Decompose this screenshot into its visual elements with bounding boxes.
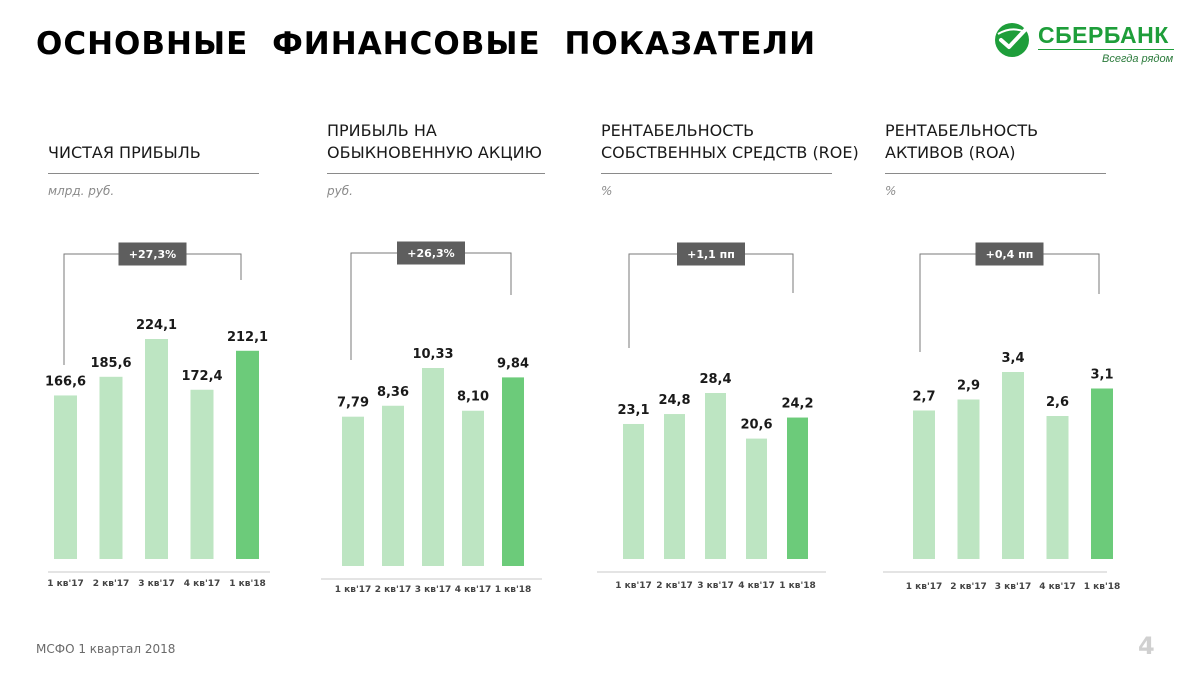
bar-2 — [99, 376, 123, 559]
x-tick-label: 4 кв'17 — [184, 579, 220, 589]
page-number: 4 — [1138, 632, 1155, 660]
bar-4 — [190, 389, 214, 559]
data-label: 8,36 — [377, 385, 409, 400]
x-tick-label: 3 кв'17 — [415, 585, 451, 595]
data-label: 10,33 — [412, 347, 453, 362]
bar-3 — [422, 368, 444, 566]
bar-3 — [705, 393, 726, 559]
x-tick-label: 2 кв'17 — [950, 582, 986, 592]
sberbank-logo-icon — [995, 23, 1029, 57]
x-tick-label: 3 кв'17 — [138, 579, 174, 589]
panel-eps: ПРИБЫЛЬ НА ОБЫКНОВЕННУЮ АКЦИЮ руб. 7,79 1… — [321, 120, 557, 600]
logo-underline — [1038, 49, 1174, 50]
chart-unit: % — [601, 184, 613, 198]
chart-title: РЕНТАБЕЛЬНОСТЬ СОБСТВЕННЫХ СРЕДСТВ (ROE) — [601, 121, 859, 162]
data-label: 2,6 — [1046, 395, 1069, 410]
chart-unit: % — [885, 184, 897, 198]
chart-roa: 2,7 1 кв'17 2,9 2 кв'17 3,4 3 кв'17 2,6 4 кв'17… — [883, 242, 1120, 592]
chart-title: ЧИСТАЯ ПРИБЫЛЬ — [48, 143, 201, 162]
change-badge — [397, 241, 465, 265]
x-tick-label: 3 кв'17 — [697, 581, 733, 591]
data-label: 24,8 — [658, 393, 690, 408]
bar-4 — [1046, 416, 1069, 559]
x-tick-label: 4 кв'17 — [455, 585, 491, 595]
chart-roe: 23,1 1 кв'17 24,8 2 кв'17 28,4 3 кв'17 20,6 4 к… — [597, 242, 826, 591]
data-label: 172,4 — [181, 369, 222, 384]
change-badge — [118, 242, 187, 266]
chart-unit: руб. — [327, 184, 353, 198]
x-tick-label: 1 кв'17 — [335, 585, 371, 595]
data-label: 166,6 — [45, 374, 86, 389]
bar-3 — [1002, 372, 1024, 559]
bar-1 — [342, 416, 364, 566]
x-tick-label: 1 кв'17 — [47, 579, 83, 589]
chart-net-profit: 166,6 1 кв'17 185,6 2 кв'17 224,1 3 кв'17 172,… — [45, 242, 270, 589]
panel-net-profit: ЧИСТАЯ ПРИБЫЛЬ млрд. руб. 166,6 1 кв'17 18… — [45, 120, 270, 600]
data-label: 28,4 — [699, 372, 731, 387]
data-label: 20,6 — [740, 418, 772, 433]
data-label: 3,1 — [1090, 368, 1113, 383]
x-tick-label: 1 кв'17 — [615, 581, 651, 591]
panel-roe: РЕНТАБЕЛЬНОСТЬ СОБСТВЕННЫХ СРЕДСТВ (ROE)… — [597, 120, 861, 600]
x-tick-label: 1 кв'18 — [779, 581, 815, 591]
change-badge-text: +26,3% — [407, 247, 454, 260]
x-tick-label: 1 кв'17 — [906, 582, 942, 592]
page-title: ОСНОВНЫЕ ФИНАНСОВЫЕ ПОКАЗАТЕЛИ — [36, 26, 817, 62]
sberbank-logo: СБЕРБАНК Всегда рядом — [992, 20, 1177, 70]
x-tick-label: 4 кв'17 — [738, 581, 774, 591]
data-label: 224,1 — [136, 318, 177, 333]
title-divider — [48, 173, 259, 174]
data-label: 2,9 — [957, 379, 980, 394]
bar-4 — [746, 438, 767, 559]
data-label: 2,7 — [912, 390, 935, 405]
change-badge-text: +0,4 пп — [986, 248, 1034, 261]
change-badge-text: +27,3% — [129, 248, 176, 261]
bar-4 — [462, 410, 484, 566]
chart-title: ПРИБЫЛЬ НА ОБЫКНОВЕННУЮ АКЦИЮ — [327, 121, 542, 162]
bar-1 — [54, 395, 77, 559]
change-bracket — [919, 253, 1100, 352]
bar-1 — [913, 410, 935, 559]
x-tick-label: 2 кв'17 — [93, 579, 129, 589]
change-bracket — [628, 253, 794, 348]
logo-tagline: Всегда рядом — [1102, 53, 1174, 65]
change-badge — [975, 242, 1044, 266]
x-tick-label: 2 кв'17 — [375, 585, 411, 595]
title-divider — [885, 173, 1106, 174]
change-badge — [677, 242, 745, 266]
change-bracket — [350, 252, 512, 360]
x-tick-label: 1 кв'18 — [1084, 582, 1120, 592]
x-tick-label: 1 кв'18 — [229, 579, 265, 589]
bar-2 — [664, 414, 685, 559]
data-label: 7,79 — [337, 396, 369, 411]
x-tick-label: 2 кв'17 — [656, 581, 692, 591]
data-label: 23,1 — [617, 403, 649, 418]
x-tick-label: 4 кв'17 — [1039, 582, 1075, 592]
bar-5 — [502, 377, 524, 566]
data-label: 8,10 — [457, 390, 489, 405]
bar-2 — [957, 399, 980, 559]
title-divider — [601, 173, 832, 174]
chart-title: РЕНТАБЕЛЬНОСТЬ АКТИВОВ (ROA) — [885, 121, 1039, 162]
data-label: 185,6 — [90, 356, 131, 371]
data-label: 9,84 — [497, 356, 529, 371]
change-badge-text: +1,1 пп — [687, 248, 735, 261]
panel-roa: РЕНТАБЕЛЬНОСТЬ АКТИВОВ (ROA) % 2,7 1 кв'1… — [883, 120, 1125, 600]
bar-5 — [787, 417, 808, 559]
title-divider — [327, 173, 545, 174]
footer-source: МСФО 1 квартал 2018 — [36, 642, 176, 656]
chart-eps: 7,79 1 кв'17 8,36 2 кв'17 10,33 3 кв'17 8,10 4 … — [321, 241, 542, 595]
bar-5 — [1091, 388, 1113, 559]
data-label: 3,4 — [1001, 351, 1024, 366]
chart-unit: млрд. руб. — [48, 184, 115, 198]
bar-1 — [623, 423, 644, 559]
bar-3 — [145, 339, 168, 559]
data-label: 24,2 — [781, 397, 813, 412]
bar-2 — [382, 405, 404, 566]
x-tick-label: 3 кв'17 — [995, 582, 1031, 592]
x-tick-label: 1 кв'18 — [495, 585, 531, 595]
bar-5 — [236, 350, 259, 559]
data-label: 212,1 — [227, 330, 268, 345]
logo-wordmark: СБЕРБАНК — [1038, 22, 1169, 48]
